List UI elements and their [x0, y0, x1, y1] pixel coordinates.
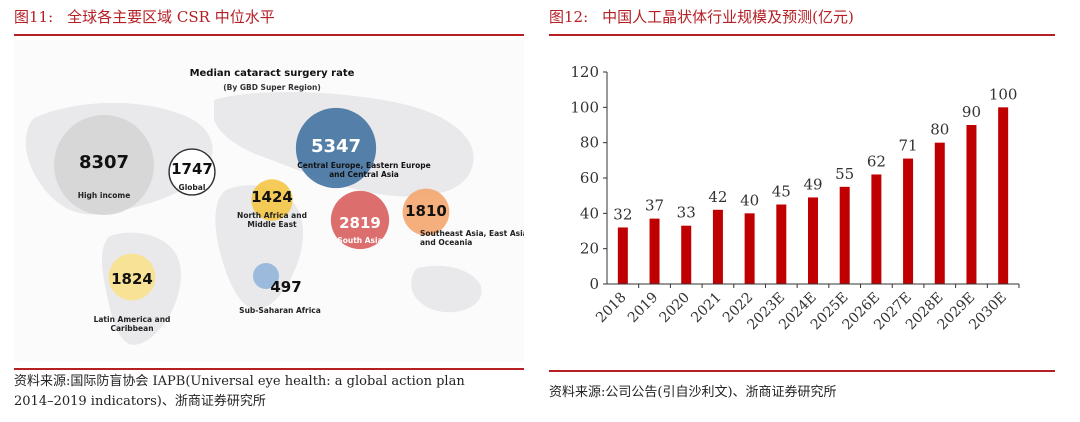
right-source-rule [549, 370, 1055, 372]
bar [934, 142, 945, 284]
left-source-rule [14, 368, 524, 370]
bar [871, 174, 882, 284]
bubble-group: 8307 High income [54, 115, 154, 215]
bar-value-label: 32 [613, 205, 632, 223]
bar [776, 204, 787, 284]
y-tick-label: 20 [580, 240, 599, 258]
bubble-label: North Africa and Middle East [237, 211, 307, 229]
bubble [295, 107, 377, 189]
right-figure-panel: 图12: 中国人工晶状体行业规模及预测(亿元) 0 20 40 60 80 100 120 3… [549, 0, 1055, 422]
bar [808, 197, 818, 284]
bubble-value: 1747 [171, 160, 213, 178]
bubble-value: 1810 [405, 202, 447, 220]
bubble-group: 497 Sub-Saharan Africa [239, 263, 321, 315]
bubble-value: 497 [270, 278, 301, 296]
x-tick-label: 2021 [688, 290, 725, 327]
bar [649, 218, 660, 284]
bar [998, 107, 1009, 284]
right-figure-title-text: 中国人工晶状体行业规模及预测(亿元) [602, 8, 854, 26]
map-chart-subtitle: (By GBD Super Region) [223, 83, 321, 92]
bubble-label: Latin America and Caribbean [94, 315, 171, 333]
bubble-group: 1824 Latin America and Caribbean [94, 253, 171, 333]
bubble-map-svg: Median cataract surgery rate (By GBD Sup… [25, 68, 524, 345]
y-tick-label: 40 [580, 204, 599, 222]
bubble [402, 188, 450, 236]
bar [712, 209, 723, 284]
bubble-value: 1824 [111, 270, 153, 288]
bubble-group: 1747 Global [168, 148, 216, 196]
left-figure-number: 图11: [14, 8, 54, 26]
bubble [253, 263, 279, 289]
x-tick-label: 2020 [657, 290, 694, 327]
bar-value-label: 33 [677, 204, 696, 222]
bar-series [617, 107, 1009, 284]
bubble-label: Sub-Saharan Africa [239, 306, 321, 315]
x-tick-label: 2019 [625, 290, 662, 327]
left-figure-title-text: 全球各主要区域 CSR 中位水平 [67, 8, 275, 26]
left-source-line-1: 资料来源:国际防盲协会 IAPB(Universal eye health: a… [14, 374, 465, 389]
bubble-group: 1424 North Africa and Middle East [237, 179, 307, 229]
bubble-label: High income [78, 191, 131, 200]
bar-value-label: 71 [899, 137, 918, 155]
x-axis: 201820192020202120222023E2024E2025E2026E… [593, 283, 1020, 333]
bubble-value: 2819 [339, 214, 381, 232]
bar-value-label: 55 [835, 165, 854, 183]
bar-value-labels: 32 37 33 42 40 45 49 55 62 71 80 90 100 [613, 85, 1017, 223]
right-figure-number: 图12: [549, 8, 589, 26]
right-figure-title: 图12: 中国人工晶状体行业规模及预测(亿元) [549, 6, 854, 27]
y-tick-label: 100 [570, 98, 599, 116]
bar-value-label: 80 [930, 121, 949, 139]
bar-value-label: 42 [708, 188, 727, 206]
left-source-note: 资料来源:国际防盲协会 IAPB(Universal eye health: a… [14, 372, 524, 412]
bubble-group: 1810 Southeast Asia, East Asia and Oceania [402, 188, 524, 247]
y-tick-label: 60 [580, 169, 599, 187]
bubble [330, 190, 390, 250]
y-tick-label: 80 [580, 134, 599, 152]
bubble-value: 1424 [251, 188, 293, 206]
right-title-rule [549, 34, 1055, 36]
bar [744, 213, 755, 284]
bar-chart-svg: 0 20 40 60 80 100 120 32 37 33 42 40 45 49 55 62 71 80 90… [570, 63, 1020, 333]
bar-value-label: 90 [962, 103, 981, 121]
bubble-label: Central Europe, Eastern Europe and Centra… [297, 161, 430, 179]
bar-value-label: 100 [989, 85, 1018, 103]
right-source-note: 资料来源:公司公告(引自沙利文)、浙商证券研究所 [549, 385, 837, 400]
bubble-map-chart: Median cataract surgery rate (By GBD Sup… [14, 40, 524, 362]
bar [681, 225, 692, 284]
y-tick-label: 120 [570, 63, 599, 81]
bubble [108, 253, 156, 301]
bar [903, 158, 914, 284]
bar-value-label: 37 [645, 197, 664, 215]
left-figure-title: 图11: 全球各主要区域 CSR 中位水平 [14, 6, 275, 27]
bar [839, 186, 850, 284]
bubble-value: 5347 [311, 136, 361, 157]
left-source-line-2: 2014–2019 indicators)、浙商证券研究所 [14, 394, 266, 409]
left-figure-panel: 图11: 全球各主要区域 CSR 中位水平 Median cataract sur… [14, 0, 524, 422]
bubble [168, 148, 216, 196]
bar [966, 125, 977, 284]
bar-chart: 0 20 40 60 80 100 120 32 37 33 42 40 45 49 55 62 71 80 90… [549, 40, 1055, 366]
bubble-label: Southeast Asia, East Asia and Oceania [420, 229, 524, 247]
y-axis: 0 20 40 60 80 100 120 [570, 63, 608, 293]
left-title-rule [14, 34, 524, 36]
x-tick-label: 2018 [593, 290, 630, 327]
map-chart-title: Median cataract surgery rate [190, 68, 355, 79]
bubble-group: 2819 South Asia [330, 190, 390, 250]
bubble [54, 115, 154, 215]
bubble [251, 179, 293, 221]
bubble-group: 5347 Central Europe, Eastern Europe and Ce… [295, 107, 431, 189]
bubble-value: 8307 [79, 152, 129, 173]
bar [617, 227, 628, 284]
bar-value-label: 45 [772, 183, 791, 201]
bubble-label: South Asia [337, 236, 382, 245]
bar-value-label: 49 [803, 175, 822, 193]
bubble-series: 8307 High income 1747 Global 5347 Central Eur… [54, 107, 524, 333]
bar-value-label: 40 [740, 191, 759, 209]
y-tick-label: 0 [589, 275, 599, 293]
bubble-label: Global [179, 183, 206, 192]
bar-value-label: 62 [867, 152, 886, 170]
